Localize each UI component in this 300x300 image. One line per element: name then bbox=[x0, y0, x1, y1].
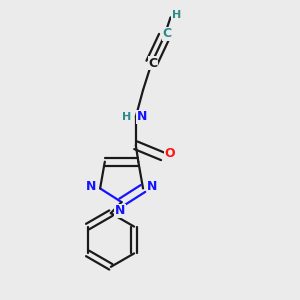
Text: H: H bbox=[172, 10, 181, 20]
Text: C: C bbox=[163, 27, 172, 40]
Text: N: N bbox=[147, 180, 158, 194]
Text: N: N bbox=[115, 204, 125, 218]
Text: N: N bbox=[137, 110, 147, 123]
Text: C: C bbox=[148, 57, 158, 70]
Text: H: H bbox=[122, 112, 131, 122]
Text: O: O bbox=[164, 147, 175, 160]
Text: N: N bbox=[85, 180, 96, 194]
